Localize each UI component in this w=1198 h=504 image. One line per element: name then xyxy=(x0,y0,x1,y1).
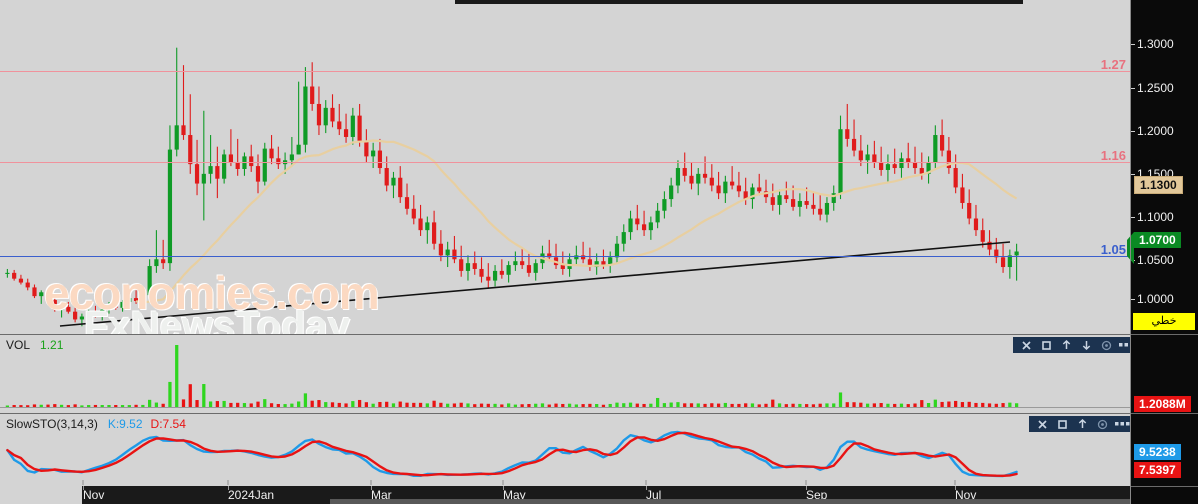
volume-value: 1.21 xyxy=(40,338,64,352)
date-label-may: May xyxy=(503,488,526,502)
stochastic-d-line xyxy=(6,431,1018,477)
date-tick xyxy=(83,486,84,490)
date-tick xyxy=(955,486,956,490)
stochastic-k-tag: 9.5238 xyxy=(1134,444,1181,460)
date-label-mar: Mar xyxy=(371,488,392,502)
volume-pane[interactable]: VOL 1.21 xyxy=(0,335,1130,413)
support-line-105 xyxy=(0,256,1130,257)
support-label-105: 1.05 xyxy=(1100,242,1126,257)
date-label-nov: Nov xyxy=(83,488,105,502)
more-options-icon[interactable] xyxy=(1117,338,1130,352)
stochastic-lines xyxy=(6,430,1018,485)
date-tick xyxy=(646,486,647,490)
axis-pane-divider xyxy=(1130,334,1198,335)
horizontal-scrollbar-thumb[interactable] xyxy=(330,499,1130,504)
price-tick-1-0000: 1.0000 xyxy=(1130,292,1174,306)
volume-bars xyxy=(0,345,1130,408)
pane-divider-2 xyxy=(0,413,1130,414)
stochastic-label: SlowSTO(3,14,3) xyxy=(6,417,98,431)
close-icon[interactable] xyxy=(1033,417,1051,431)
scale-mode-button[interactable]: خطي xyxy=(1133,313,1195,330)
stochastic-pane-toolbar[interactable] xyxy=(1029,416,1130,432)
stochastic-pane[interactable]: SlowSTO(3,14,3) K:9.52 D:7.54 xyxy=(0,414,1130,486)
move-up-icon[interactable] xyxy=(1073,417,1091,431)
top-dark-strip xyxy=(455,0,1023,4)
date-axis-left-pad xyxy=(0,486,82,504)
price-axis[interactable]: 1.3000 1.2500 1.2000 1.1500 1.1000 1.0500 1.00… xyxy=(1127,0,1198,504)
date-tick xyxy=(806,486,807,490)
volume-pane-title: VOL 1.21 xyxy=(6,338,63,352)
maximize-icon[interactable] xyxy=(1053,417,1071,431)
move-up-icon[interactable] xyxy=(1057,338,1075,352)
moving-average-line xyxy=(135,139,1018,304)
date-label-nov: Nov xyxy=(955,488,977,502)
resistance-label-116: 1.16 xyxy=(1100,148,1126,163)
close-icon[interactable] xyxy=(1017,338,1035,352)
moving-average-value: 1.1300 xyxy=(1134,176,1183,194)
date-tick xyxy=(503,486,504,490)
date-label-jul: Jul xyxy=(646,488,662,502)
price-tick-1-1000: 1.1000 xyxy=(1130,210,1174,224)
last-price: 1.0700 xyxy=(1127,232,1181,264)
move-down-icon[interactable] xyxy=(1077,338,1095,352)
price-tick-1-2000: 1.2000 xyxy=(1130,124,1174,138)
price-tick-1-0500: 1.0500 xyxy=(1130,253,1174,267)
resistance-line-116 xyxy=(0,162,1130,163)
volume-pane-toolbar[interactable] xyxy=(1013,337,1130,353)
settings-icon[interactable] xyxy=(1097,338,1115,352)
axis-pane-divider xyxy=(1130,486,1198,487)
resistance-label-127: 1.27 xyxy=(1100,57,1126,72)
more-options-icon[interactable] xyxy=(1113,417,1130,431)
price-tick-1-3000: 1.3000 xyxy=(1130,37,1174,51)
stochastic-d-tag: 7.5397 xyxy=(1134,462,1181,478)
price-tick-1-2500: 1.2500 xyxy=(1130,81,1174,95)
stochastic-pane-title: SlowSTO(3,14,3) K:9.52 D:7.54 xyxy=(6,417,186,431)
date-tick xyxy=(371,486,372,490)
maximize-icon[interactable] xyxy=(1037,338,1055,352)
date-label-2024jan: 2024Jan xyxy=(228,488,275,502)
resistance-line-127 xyxy=(0,71,1130,72)
date-tick xyxy=(228,486,229,490)
stochastic-d-value: D:7.54 xyxy=(150,417,186,431)
price-chart-pane[interactable]: 1.27 1.16 1.05 economies.com FxNewsToday xyxy=(0,4,1130,334)
pane-divider-1 xyxy=(0,334,1130,335)
price-axis-border xyxy=(1130,0,1131,504)
volume-max-tag: 1.2088M xyxy=(1134,396,1191,412)
axis-pane-divider xyxy=(1130,413,1198,414)
volume-label: VOL xyxy=(6,338,31,352)
date-label-sep: Sep xyxy=(806,488,828,502)
settings-icon[interactable] xyxy=(1093,417,1111,431)
candlestick-series xyxy=(5,47,1019,327)
stochastic-k-value: K:9.52 xyxy=(107,417,143,431)
